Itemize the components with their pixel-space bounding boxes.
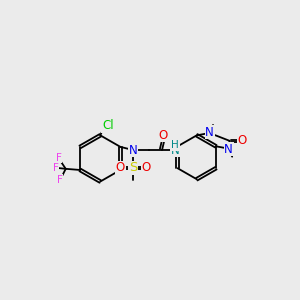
Text: F: F bbox=[57, 175, 63, 185]
Text: N: N bbox=[205, 126, 214, 139]
Text: N: N bbox=[129, 144, 138, 157]
Text: O: O bbox=[237, 134, 247, 147]
Text: F: F bbox=[53, 163, 59, 173]
Text: O: O bbox=[141, 161, 151, 174]
Text: N: N bbox=[224, 143, 233, 156]
Text: H: H bbox=[171, 140, 179, 150]
Text: O: O bbox=[158, 129, 168, 142]
Text: O: O bbox=[116, 161, 125, 174]
Text: S: S bbox=[129, 161, 137, 174]
Text: F: F bbox=[56, 153, 62, 163]
Text: N: N bbox=[171, 144, 180, 157]
Text: Cl: Cl bbox=[102, 119, 113, 132]
